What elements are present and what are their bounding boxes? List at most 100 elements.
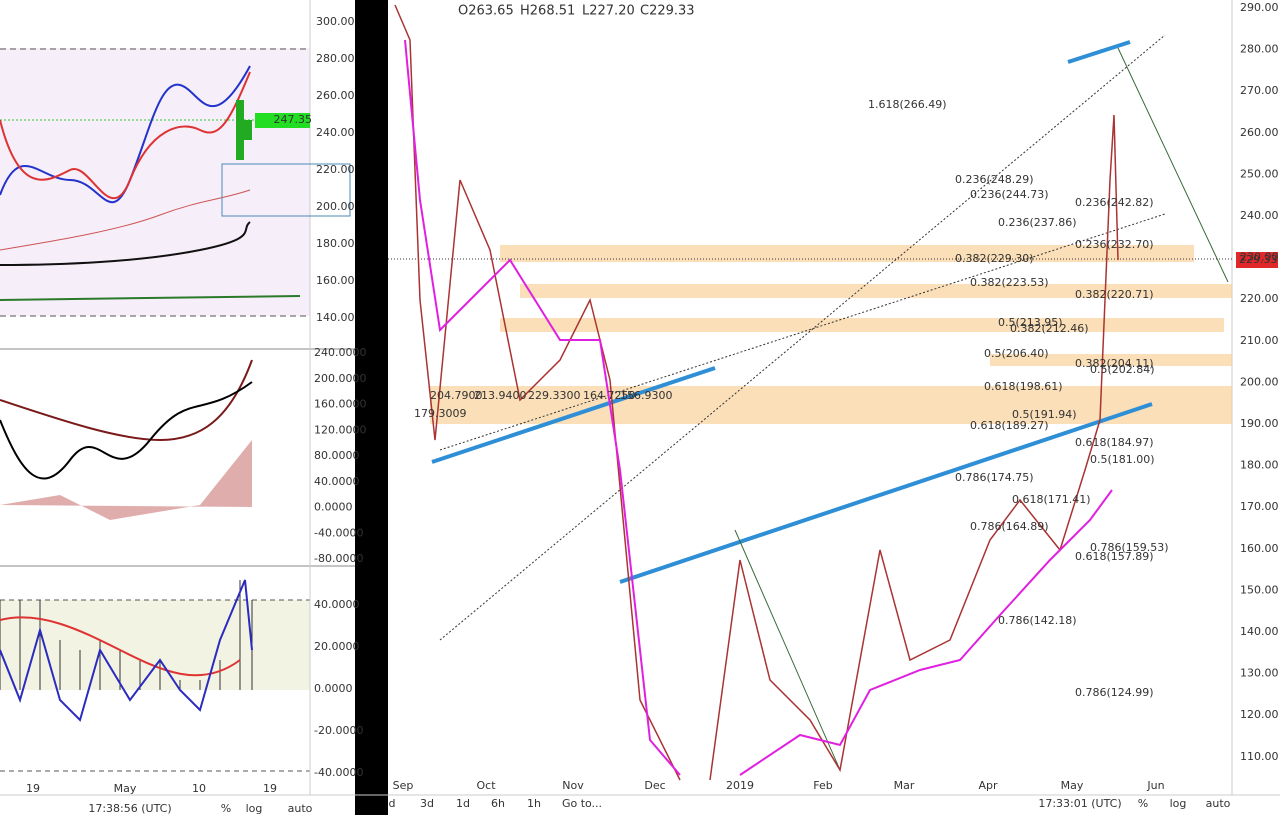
toolbar-item[interactable]: 3d	[420, 797, 434, 810]
axis-label: -20.0000	[314, 724, 363, 737]
fib-label: 0.382(220.71)	[1075, 288, 1154, 301]
band	[0, 189, 251, 251]
fib-label: 0.5(191.94)	[1012, 408, 1077, 421]
fib-label: 0.382(204.11)	[1075, 357, 1154, 370]
osc-line	[0, 381, 253, 480]
axis-label: 180.00	[1240, 459, 1279, 472]
axis-label: 160.00	[1240, 542, 1279, 555]
fib-label: 0.786(142.18)	[998, 614, 1077, 627]
axis-label: 260.00	[1240, 126, 1279, 139]
axis-label: 170.00	[1240, 500, 1279, 513]
osc-area	[0, 440, 252, 520]
ohlc-value: C229.33	[640, 4, 695, 19]
axis-label: 240.00	[316, 126, 355, 139]
ohlc-value: H268.51	[520, 4, 575, 19]
axis-label: 120.0000	[314, 423, 367, 436]
osc-bars	[0, 580, 253, 690]
fib-label: 0.236(242.82)	[1075, 196, 1154, 209]
axis-label: -40.0000	[314, 526, 363, 539]
axis-label: 20.0000	[314, 640, 360, 653]
indicator-line	[0, 71, 251, 199]
channel-line	[439, 213, 1166, 451]
fib-label: 0.786(159.53)	[1090, 541, 1169, 554]
axis-label: 80.0000	[314, 449, 360, 462]
toolbar-item[interactable]: d	[389, 797, 396, 810]
ohlc-value: O263.65	[458, 4, 514, 19]
fib-label: 0.5(206.40)	[984, 347, 1049, 360]
fib-label: 0.618(189.27)	[970, 419, 1049, 432]
zone	[500, 245, 1194, 262]
zone	[500, 318, 1224, 332]
fib-label: 0.382(229.30)	[955, 252, 1034, 265]
time-label: 2019	[726, 779, 754, 792]
time-label: May	[114, 782, 137, 795]
osc-line	[0, 359, 253, 442]
axis-label: 250.00	[1240, 167, 1279, 180]
axis-label: 0.0000	[314, 501, 353, 514]
fib-label: 0.618(198.61)	[984, 380, 1063, 393]
axis-label: -40.0000	[314, 766, 363, 779]
indicator-value: 213.9400	[474, 389, 527, 402]
axis-label: 260.00	[316, 89, 355, 102]
axis-label: 130.00	[1240, 667, 1279, 680]
axis-label: 160.00	[316, 274, 355, 287]
indicator-value: 229.3300	[528, 389, 581, 402]
fib-label: 0.236(237.86)	[998, 216, 1077, 229]
toolbar-item[interactable]: %	[1138, 797, 1148, 810]
trendline	[619, 402, 1153, 584]
fib-label: 0.786(124.99)	[1075, 686, 1154, 699]
fib-label: 0.382(223.53)	[970, 276, 1049, 289]
axis-label: 270.00	[1240, 84, 1279, 97]
axis-label: 290.00	[1240, 1, 1279, 14]
highlight-zone	[0, 600, 310, 690]
fib-label: 0.382(212.46)	[1010, 322, 1089, 335]
fib-label: 0.236(232.70)	[1075, 238, 1154, 251]
axis-label: 190.00	[1240, 417, 1279, 430]
axis-label: 110.00	[1240, 750, 1279, 763]
support-line	[0, 295, 301, 301]
price-tag: 229.33	[1239, 253, 1278, 266]
time-label: Sep	[393, 779, 414, 792]
separator	[355, 0, 388, 815]
toolbar-item[interactable]: log	[1170, 797, 1187, 810]
toolbar-item: 17:38:56 (UTC)	[88, 802, 171, 815]
time-label: May	[1061, 779, 1084, 792]
axis-label: 40.0000	[314, 475, 360, 488]
ohlc-header: O263.65 H268.51 L227.20 C229.33	[458, 4, 695, 19]
axis-label: 280.00	[1240, 43, 1279, 56]
time-label: Jun	[1146, 779, 1164, 792]
osc-line	[0, 579, 253, 722]
indicator-value: 164.7250	[583, 389, 636, 402]
price-tag-bg	[255, 113, 310, 128]
time-label: 10	[192, 782, 206, 795]
axis-label: 120.00	[1240, 708, 1279, 721]
fib-label: 0.5(202.84)	[1090, 363, 1155, 376]
indicator-value: 179.3009	[414, 407, 467, 420]
moving-average	[404, 39, 1113, 776]
axis-label: -80.0000	[314, 552, 363, 565]
toolbar-item[interactable]: auto	[288, 802, 313, 815]
toolbar-item[interactable]: 6h	[491, 797, 505, 810]
axis-label: 200.0000	[314, 372, 367, 385]
toolbar-item[interactable]: log	[246, 802, 263, 815]
box	[221, 163, 351, 217]
highlight-zone	[0, 48, 310, 316]
toolbar-item[interactable]: Go to...	[562, 797, 602, 810]
axis-label: 210.00	[1240, 334, 1279, 347]
fib-label: 0.5(213.95)	[998, 316, 1063, 329]
trendline	[1067, 40, 1131, 64]
trendline	[431, 366, 716, 464]
axis-label: 200.00	[1240, 375, 1279, 388]
toolbar-item[interactable]: auto	[1206, 797, 1231, 810]
fib-label: 0.786(174.75)	[955, 471, 1034, 484]
ohlc-value: L227.20	[582, 4, 635, 19]
trend-arrow	[1117, 47, 1229, 283]
zone	[990, 354, 1232, 366]
axis-label: 280.00	[316, 52, 355, 65]
toolbar-item[interactable]: 1d	[456, 797, 470, 810]
toolbar-item[interactable]: %	[221, 802, 231, 815]
channel-line	[439, 34, 1166, 641]
axis-label: 0.0000	[314, 682, 353, 695]
axis-label: 240.0000	[314, 346, 367, 359]
toolbar-item[interactable]: 1h	[527, 797, 541, 810]
